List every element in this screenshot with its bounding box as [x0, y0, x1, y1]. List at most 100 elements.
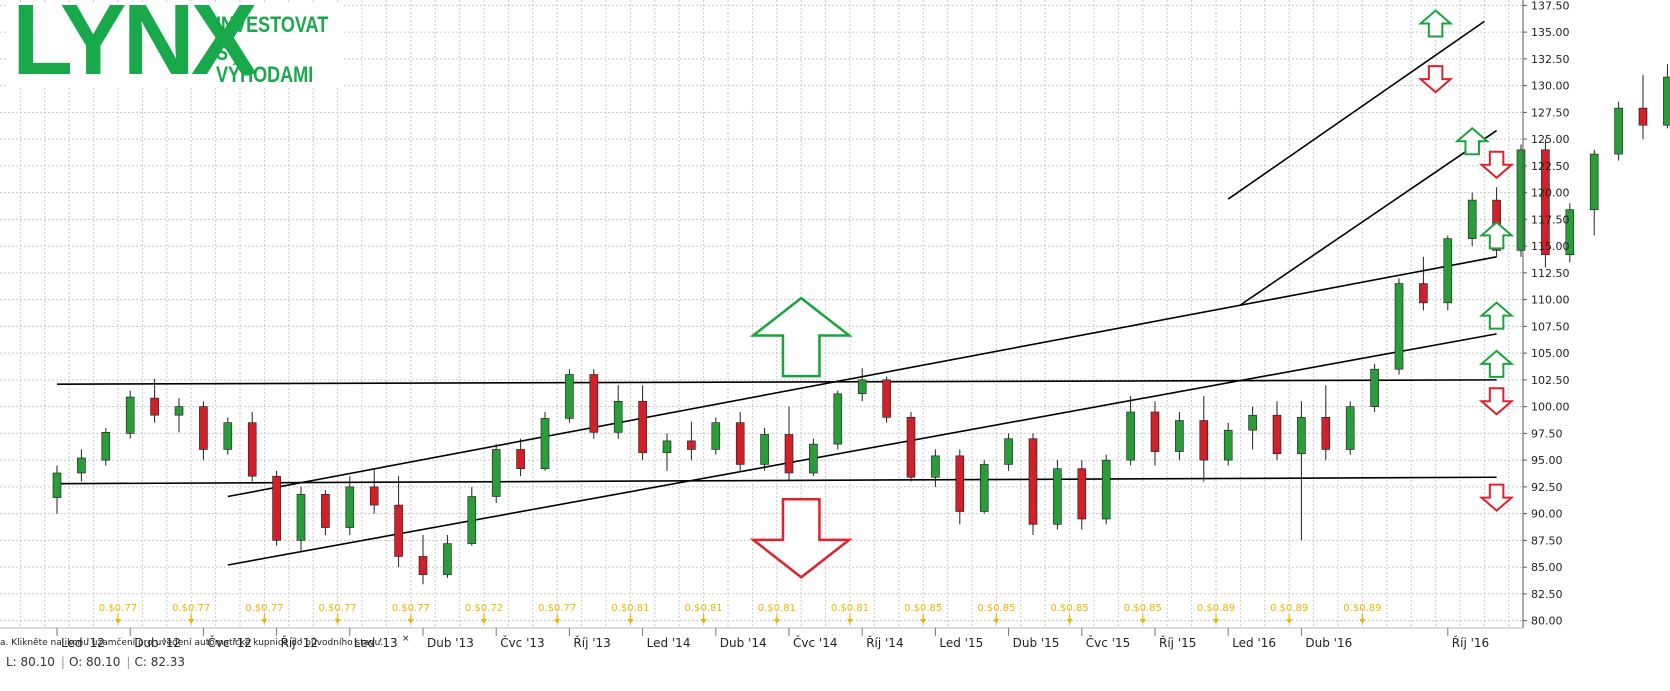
candle-down — [1638, 107, 1648, 126]
dividend-label: 0.$0.89 — [1197, 603, 1235, 614]
y-tick-label: 132.50 — [1531, 53, 1570, 66]
candle-up — [345, 486, 355, 528]
candle-up — [711, 422, 721, 450]
candle-up — [1443, 238, 1453, 304]
candle-up — [833, 393, 843, 445]
candle-down — [638, 400, 647, 453]
dividend-arrow-icon — [188, 619, 195, 624]
x-tick-label: Čvc '14 — [793, 635, 837, 650]
y-tick-label: 135.00 — [1531, 26, 1570, 39]
x-tick-label: Dub '15 — [1013, 636, 1060, 650]
candle-down — [955, 455, 965, 512]
dividend-label: 0.$0.77 — [245, 603, 283, 614]
x-tick-label: Čvc '12 — [207, 635, 251, 650]
dividend-label: 0.$0.77 — [392, 603, 430, 614]
y-tick-label: 115.00 — [1531, 240, 1570, 253]
dividend-label: 0.$0.77 — [99, 603, 137, 614]
candle-up — [1223, 429, 1233, 461]
candle-down — [1541, 149, 1550, 255]
y-tick-label: 100.00 — [1531, 401, 1570, 414]
candle-up — [1053, 468, 1062, 525]
candle-up — [1614, 107, 1623, 155]
candle-up — [540, 418, 550, 469]
dividend-arrow-icon — [627, 619, 634, 624]
candle-down — [735, 422, 745, 465]
signal-arrows — [749, 9, 1515, 579]
y-tick-label: 117.50 — [1531, 213, 1570, 226]
dividend-arrow-icon — [993, 619, 1000, 624]
arrow-up-icon — [749, 296, 853, 378]
y-tick-label: 105.00 — [1531, 347, 1570, 360]
candle-up — [467, 496, 477, 544]
candle-down — [1150, 411, 1160, 452]
dividend-arrow-icon — [115, 619, 121, 624]
candle-down — [394, 504, 403, 557]
x-tick-label: Led '16 — [1232, 636, 1276, 650]
candle-up — [662, 440, 672, 453]
x-tick-label: Led '13 — [354, 636, 398, 650]
candles — [52, 64, 1670, 585]
y-tick-label: 120.00 — [1531, 187, 1570, 200]
y-tick-label: 97.50 — [1531, 427, 1563, 440]
candle-down — [589, 374, 599, 433]
arrow-down-icon — [1478, 387, 1515, 416]
candle-up — [1345, 406, 1355, 450]
dividend-arrow-icon — [920, 619, 927, 624]
grid-lines — [0, 0, 1523, 626]
candle-up — [491, 449, 501, 497]
x-tick-label: Říj '16 — [1452, 635, 1489, 650]
trendline-channel-lower — [1239, 129, 1498, 306]
y-tick-label: 90.00 — [1531, 508, 1563, 521]
candle-down — [418, 556, 428, 575]
y-tick-label: 87.50 — [1531, 534, 1563, 547]
candle-down — [1419, 283, 1428, 304]
close-hint-button[interactable]: × — [402, 634, 410, 644]
x-tick-label: Led '12 — [61, 636, 105, 650]
x-tick-label: Dub '14 — [720, 636, 767, 650]
candle-up — [809, 443, 818, 474]
candle-up — [613, 400, 623, 433]
arrow-down-icon — [749, 498, 853, 579]
dividend-label: 0.$0.85 — [904, 603, 942, 614]
y-tick-label: 102.50 — [1531, 374, 1570, 387]
candle-down — [321, 494, 330, 528]
arrow-up-icon — [1478, 349, 1515, 378]
dividend-label: 0.$0.77 — [538, 603, 576, 614]
candle-up — [565, 374, 574, 419]
candle-up — [1004, 438, 1013, 465]
candle-up — [1248, 414, 1257, 431]
candle-up — [125, 396, 135, 434]
y-tick-label: 127.50 — [1531, 106, 1570, 119]
candle-up — [77, 457, 86, 474]
autoscale-hint: a. Klikněte na ikonu uzamčení pro uveden… — [0, 638, 384, 648]
x-tick-label: Dub '13 — [427, 636, 474, 650]
arrow-down-icon — [1478, 483, 1515, 512]
trendline-channel-upper — [1227, 20, 1485, 200]
y-tick-label: 85.00 — [1531, 561, 1563, 574]
x-tick-label: Říj '12 — [281, 635, 318, 650]
dividend-arrow-icon — [481, 619, 487, 624]
trendline-rising-trend-lower — [227, 333, 1497, 566]
dividend-arrow-icon — [847, 619, 853, 624]
dividend-arrow-icon — [1286, 619, 1293, 624]
dividend-arrow-icon — [554, 619, 561, 624]
lynx-logo: LYNX INVESTOVAT S VÝHODAMI — [8, 0, 343, 90]
dividend-arrow-icon — [773, 619, 780, 624]
dividend-label: 0.$0.85 — [977, 603, 1015, 614]
candle-up — [1516, 149, 1526, 251]
dividend-arrow-icon — [1139, 619, 1146, 624]
dividend-label: 0.$0.89 — [1343, 603, 1381, 614]
candle-up — [296, 494, 306, 541]
dividend-arrow-icon — [407, 619, 414, 624]
dividend-arrow-icon — [1359, 619, 1366, 624]
candle-up — [931, 455, 940, 478]
y-tick-label: 130.00 — [1531, 80, 1570, 93]
dividend-arrow-icon — [700, 619, 707, 624]
dividend-label: 0.$0.77 — [172, 603, 210, 614]
candle-up — [443, 543, 452, 575]
arrow-up-icon — [1417, 9, 1454, 38]
dividend-markers: 0.$0.77 0.$0.77 0.$0.77 0.$0.77 0.$0.77 0.$0.… — [99, 603, 1381, 624]
candle-up — [1663, 76, 1670, 126]
y-tick-label: 92.50 — [1531, 481, 1563, 494]
